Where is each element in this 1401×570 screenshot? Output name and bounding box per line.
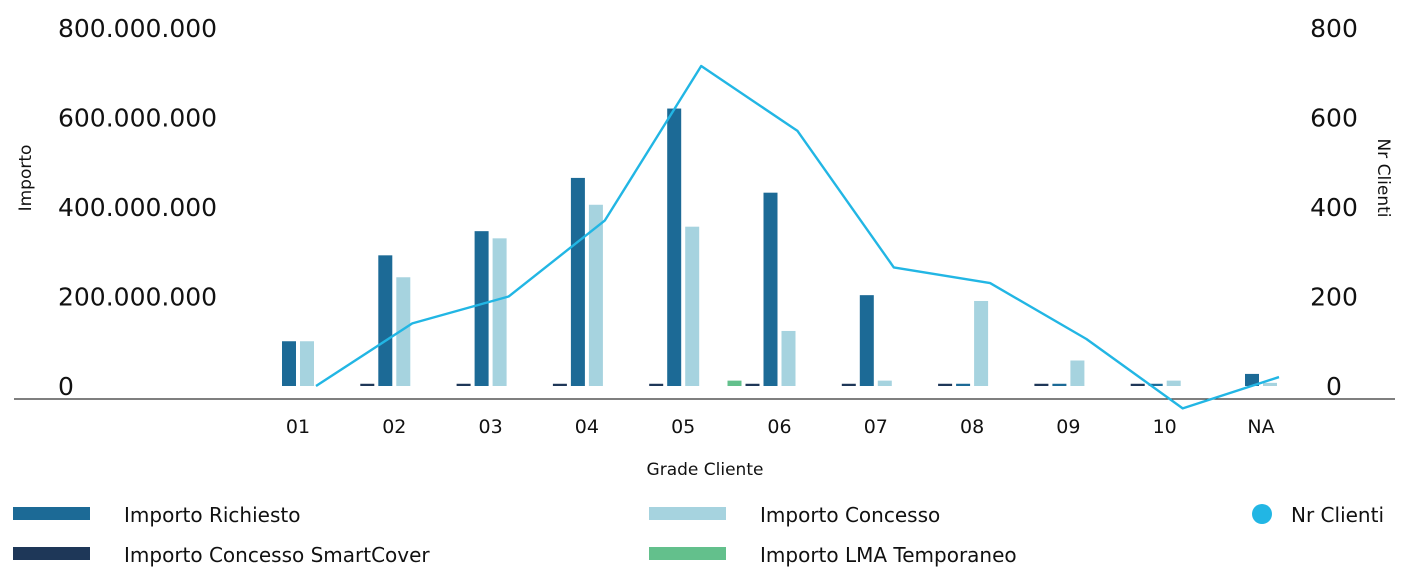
legend-swatch <box>13 507 90 520</box>
bar-importo-lma-temporaneo <box>727 380 742 386</box>
y-tick-left-label: 600.000.000 <box>58 104 217 133</box>
bar-importo-concesso-smartcover <box>1034 383 1049 386</box>
bar-importo-concesso <box>685 226 700 386</box>
y-tick-right-label: 0 <box>1326 372 1342 401</box>
y-tick-left-label: 200.000.000 <box>58 283 217 312</box>
bar-importo-richiesto <box>763 192 778 386</box>
legend-label: Importo Concesso SmartCover <box>124 543 430 567</box>
legend-swatch-dot <box>1252 504 1272 524</box>
y-tick-left-label: 800.000.000 <box>58 14 217 43</box>
legend-label: Importo Richiesto <box>124 503 300 527</box>
bar-importo-concesso <box>492 238 507 386</box>
x-tick-label: 09 <box>1056 416 1080 438</box>
bar-importo-concesso <box>1070 360 1085 386</box>
bar-importo-concesso <box>1166 380 1181 386</box>
y-tick-right-label: 400 <box>1310 193 1358 222</box>
x-tick-label: NA <box>1247 416 1274 438</box>
bar-importo-concesso <box>877 380 892 386</box>
bar-importo-richiesto <box>570 177 585 386</box>
x-axis-label: Grade Cliente <box>647 460 764 480</box>
legend-swatch <box>13 547 90 560</box>
bar-importo-concesso-smartcover <box>360 383 375 386</box>
bar-importo-concesso-smartcover <box>1130 383 1145 386</box>
legend-label: Importo Concesso <box>760 503 940 527</box>
bar-importo-concesso-smartcover <box>745 383 760 386</box>
x-tick-label: 05 <box>671 416 695 438</box>
y-tick-left-label: 0 <box>58 372 74 401</box>
x-tick-label: 08 <box>960 416 984 438</box>
bar-importo-richiesto <box>1052 383 1067 386</box>
y-axis-right-label: Nr Clienti <box>1373 138 1393 217</box>
bar-importo-richiesto <box>1148 383 1163 386</box>
bar-importo-concesso-smartcover <box>841 383 856 386</box>
bar-importo-concesso-smartcover <box>456 383 471 386</box>
bar-importo-concesso <box>396 277 411 386</box>
x-tick-label: 06 <box>767 416 791 438</box>
bar-importo-richiesto <box>282 341 296 386</box>
bar-importo-concesso <box>300 341 314 386</box>
bar-importo-richiesto <box>859 295 874 386</box>
line-nr-clienti <box>315 64 1280 410</box>
legend-label: Nr Clienti <box>1291 503 1384 527</box>
bar-importo-concesso <box>588 204 603 386</box>
y-axis-right-ticks: 0 200 400 600 800 <box>1310 14 1358 401</box>
bars-group <box>282 108 1277 387</box>
y-tick-right-label: 600 <box>1310 104 1358 133</box>
bar-importo-concesso <box>974 300 989 386</box>
x-tick-label: 03 <box>479 416 503 438</box>
bar-importo-concesso <box>1263 382 1277 386</box>
legend: Importo Richiesto Importo Concesso Nr Clie… <box>13 503 1384 567</box>
legend-label: Importo LMA Temporaneo <box>760 543 1017 567</box>
bar-importo-richiesto <box>667 108 682 387</box>
bar-importo-richiesto <box>378 255 393 386</box>
y-tick-right-label: 200 <box>1310 283 1358 312</box>
x-tick-label: 07 <box>864 416 888 438</box>
x-tick-label: 02 <box>382 416 406 438</box>
y-tick-left-label: 400.000.000 <box>58 193 217 222</box>
x-tick-label: 01 <box>286 416 310 438</box>
line-series-group <box>315 64 1280 410</box>
bar-importo-richiesto <box>1245 373 1259 386</box>
bar-importo-concesso <box>781 330 796 386</box>
y-axis-left-ticks: 0 200.000.000 400.000.000 600.000.000 800.00… <box>58 14 217 401</box>
legend-swatch <box>649 547 726 560</box>
legend-swatch <box>649 507 726 520</box>
y-axis-left-label: Importo <box>16 145 36 212</box>
bar-importo-richiesto <box>474 231 489 386</box>
bar-importo-richiesto <box>956 383 971 386</box>
bar-importo-concesso-smartcover <box>552 383 567 386</box>
bar-importo-concesso-smartcover <box>649 383 664 386</box>
x-tick-label: 10 <box>1153 416 1177 438</box>
x-axis-ticks: 01 02 03 04 05 06 07 08 09 10 NA <box>286 416 1275 438</box>
y-tick-right-label: 800 <box>1310 14 1358 43</box>
bar-importo-concesso-smartcover <box>938 383 953 386</box>
x-tick-label: 04 <box>575 416 599 438</box>
